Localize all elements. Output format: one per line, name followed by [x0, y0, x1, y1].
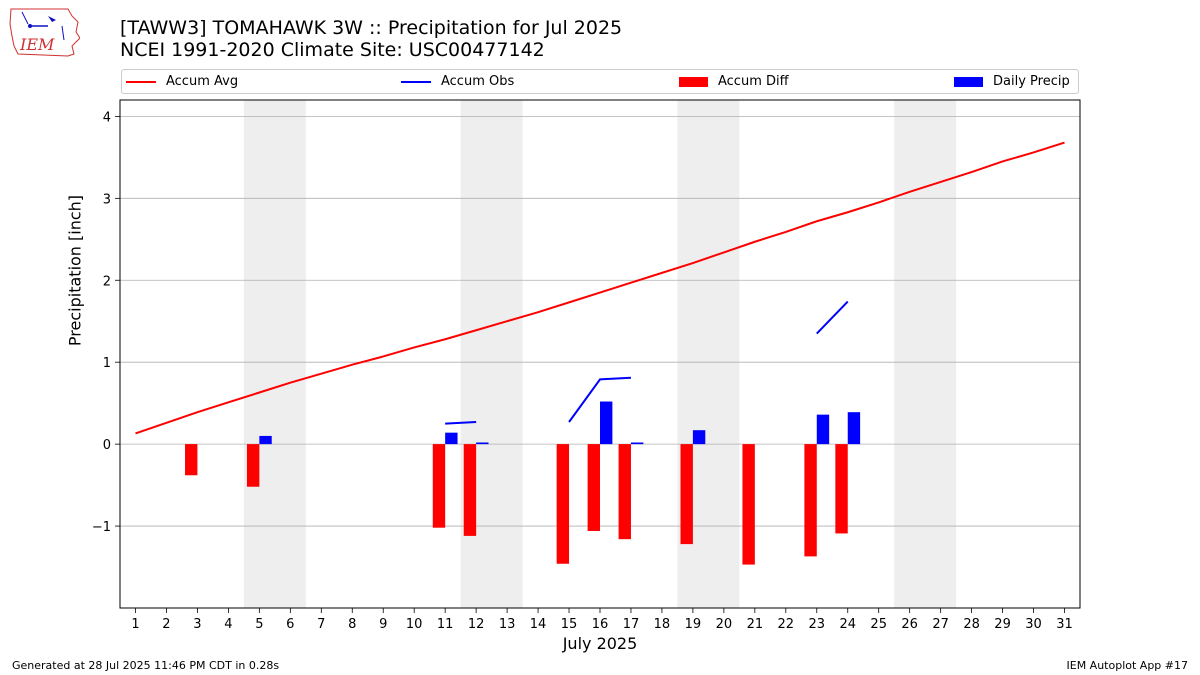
legend-red-line-icon [126, 80, 156, 83]
x-axis-title: July 2025 [562, 634, 638, 653]
legend-accum-diff: Accum Diff [679, 70, 789, 93]
x-tick-label: 28 [963, 617, 980, 632]
x-tick-label: 15 [561, 617, 578, 632]
legend-daily-precip-label: Daily Precip [993, 74, 1070, 89]
app-footer: IEM Autoplot App #17 [1066, 659, 1189, 672]
accum-diff-bar [432, 444, 446, 528]
x-tick-label: 18 [654, 617, 671, 632]
legend-red-bar-icon [679, 76, 708, 87]
accum-diff-bar [185, 444, 198, 476]
y-tick-label: 1 [103, 356, 111, 371]
x-tick-label: 27 [932, 617, 949, 632]
accum-diff-bar [587, 444, 600, 531]
accum-obs-line [568, 376, 632, 423]
x-tick-label: 16 [592, 617, 609, 632]
accum-avg-line [135, 141, 1065, 435]
chart-subtitle: NCEI 1991-2020 Climate Site: USC00477142 [120, 39, 545, 61]
x-tick-label: 13 [499, 617, 516, 632]
x-tick-label: 19 [685, 617, 702, 632]
x-tick-label: 21 [747, 617, 764, 632]
x-tick-label: 6 [286, 617, 294, 632]
daily-precip-bar [259, 435, 272, 445]
x-tick-label: 24 [839, 617, 856, 632]
y-tick-label: 3 [103, 192, 111, 207]
legend-blue-bar-icon [954, 76, 983, 87]
x-tick-label: 3 [193, 617, 201, 632]
x-tick-label: 7 [317, 617, 325, 632]
x-tick-label: 17 [623, 617, 640, 632]
accum-diff-bar [556, 444, 570, 564]
daily-precip-bar [445, 432, 458, 445]
y-tick-label: −1 [92, 520, 111, 535]
generated-footer: Generated at 28 Jul 2025 11:46 PM CDT in… [12, 659, 280, 672]
accum-diff-bar [680, 444, 693, 545]
x-tick-label: 12 [468, 617, 485, 632]
daily-precip-bar [692, 430, 706, 445]
x-tick-label: 4 [224, 617, 232, 632]
x-tick-label: 2 [162, 617, 170, 632]
daily-precip-bar [476, 442, 489, 445]
accum-obs-line [816, 300, 849, 335]
accum-diff-bar [246, 444, 260, 487]
accum-obs-line [445, 421, 477, 425]
chart-legend: Accum Avg Accum Obs Accum Diff Daily Pre… [121, 69, 1079, 94]
accum-diff-bar [463, 444, 477, 536]
legend-accum-obs-label: Accum Obs [441, 74, 515, 89]
x-tick-label: 29 [994, 617, 1011, 632]
legend-daily-precip: Daily Precip [954, 70, 1070, 93]
legend-accum-avg-label: Accum Avg [166, 74, 239, 89]
x-tick-label: 31 [1056, 617, 1073, 632]
y-tick-label: 0 [103, 438, 111, 453]
plot-frame [119, 99, 1081, 609]
x-tick-label: 14 [530, 617, 547, 632]
x-tick-label: 11 [437, 617, 454, 632]
accum-diff-bar [618, 444, 631, 540]
legend-accum-diff-label: Accum Diff [718, 74, 789, 89]
y-tick-label: 4 [103, 110, 111, 125]
x-tick-label: 25 [870, 617, 887, 632]
accum-diff-bar [742, 444, 755, 565]
x-tick-label: 20 [716, 617, 733, 632]
x-tick-label: 9 [379, 617, 387, 632]
x-tick-label: 23 [809, 617, 826, 632]
daily-precip-bar [630, 442, 644, 445]
y-tick-label: 2 [103, 274, 111, 289]
accum-diff-bar [835, 444, 848, 534]
logo-text: IEM [19, 35, 55, 54]
weekend-shade [894, 100, 957, 608]
x-tick-label: 30 [1025, 617, 1042, 632]
iowa-outline-icon [9, 8, 80, 57]
legend-blue-line-icon [401, 80, 431, 83]
legend-accum-obs: Accum Obs [401, 70, 514, 93]
x-tick-label: 5 [255, 617, 263, 632]
x-tick-label: 26 [901, 617, 918, 632]
x-tick-label: 10 [406, 617, 423, 632]
y-axis-title: Precipitation [inch] [65, 194, 85, 347]
accum-diff-bar [804, 444, 817, 557]
iem-logo: IEM [9, 8, 80, 57]
legend-accum-avg: Accum Avg [126, 70, 238, 93]
x-tick-label: 8 [348, 617, 356, 632]
daily-precip-bar [600, 401, 613, 445]
chart-title: [TAWW3] TOMAHAWK 3W :: Precipitation for… [120, 17, 623, 39]
x-tick-label: 22 [778, 617, 795, 632]
daily-precip-bar [816, 414, 830, 445]
daily-precip-bar [847, 412, 861, 445]
x-tick-label: 1 [131, 617, 139, 632]
weekend-shade [243, 100, 306, 608]
